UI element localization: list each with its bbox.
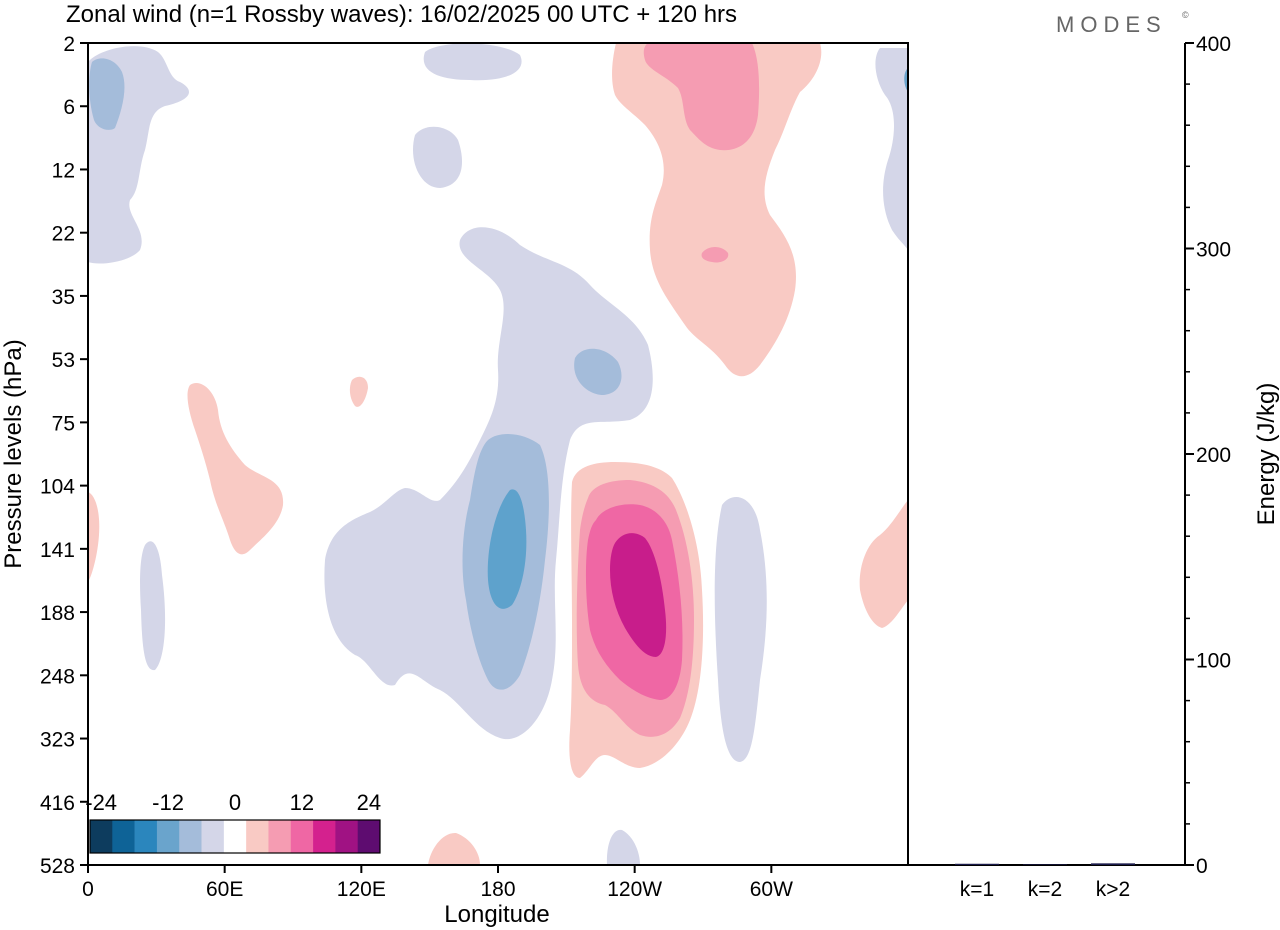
energy-panel: 0 100 200 300 400 k=1 k=2 k>2 Energy (J/kg) [908,33,1280,901]
colorbar-swatch [201,820,225,853]
contour-neg-4-top-small [423,43,522,81]
y-tick-label: 6 [63,96,75,119]
y-tick-label: 2 [63,33,75,56]
energy-bar [955,863,999,865]
energy-bar [1023,864,1067,865]
contour-neg-8-mid [574,348,622,395]
y-tick-label: 188 [40,602,75,625]
colorbar-swatch [246,820,269,853]
contour-neg-12-core [487,489,527,609]
colorbar-tick-label: 0 [229,790,241,815]
x-tick-label: 60E [206,878,243,901]
contour-field [88,43,908,865]
energy-bars [955,863,1135,865]
contour-neg-4-bottom [606,829,640,865]
contour-pos-4-small [349,376,368,407]
y-tick-label: 323 [40,729,75,752]
energy-x-tick-label: k=2 [1028,878,1062,901]
chart-title: Zonal wind (n=1 Rossby waves): 16/02/202… [66,1,737,28]
colorbar-tick-label: -12 [152,790,184,815]
energy-y-tick-label: 200 [1196,444,1231,467]
x-axis-label: Longitude [444,901,549,928]
colorbar: -24 -12 0 12 24 [85,790,381,854]
contour-pos-4-bottom [428,832,480,865]
y-tick-label: 416 [40,792,75,815]
x-tick-label: 180 [480,878,515,901]
contour-pos-16-core [610,533,667,657]
colorbar-swatch [134,820,158,853]
contour-pos-8-small [701,247,729,263]
x-axis-longitude: 0 60E 120E 180 120W 60W [82,865,793,901]
colorbar-swatch [179,820,202,853]
y-tick-label: 75 [52,412,75,435]
energy-x-axis: k=1 k=2 k>2 [960,878,1130,901]
contour-panel: -24 -12 0 12 24 2 6 12 22 35 53 75 104 141 188 248 323 4… [0,33,909,928]
energy-y-axis-label: Energy (J/kg) [1253,383,1280,526]
energy-y-tick-label: 100 [1196,650,1231,673]
colorbar-frame [89,819,381,854]
contour-pos-4-upper-right [612,43,822,377]
colorbar-swatch [335,820,358,853]
energy-bar [1091,863,1135,865]
contour-neg-8-upper-left [89,58,125,130]
x-tick-label: 120W [607,878,662,901]
colorbar-tick-label: 24 [357,790,381,815]
colorbar-swatch [290,820,314,853]
contour-neg-4-left-lower [140,541,166,671]
colorbar-tick-label: 12 [290,790,314,815]
y-axis-pressure: 2 6 12 22 35 53 75 104 141 188 248 323 416 528 [40,33,88,878]
brand-logo: MODES [1056,12,1167,37]
energy-x-tick-label: k>2 [1096,878,1130,901]
contour-neg-4-upper-blob [412,126,463,188]
colorbar-swatch [90,820,113,853]
brand-copyright-mark: © [1182,10,1189,20]
x-tick-label: 0 [82,878,94,901]
y-tick-label: 141 [40,539,75,562]
colorbar-swatch [268,820,292,853]
contour-pos-4-left [187,382,284,555]
colorbar-swatch [357,820,381,853]
colorbar-tick-label: -24 [85,790,117,815]
contour-neg-4-right [714,497,767,762]
energy-y-axis: 0 100 200 300 400 [1185,33,1231,878]
energy-x-tick-label: k=1 [960,878,994,901]
y-tick-label: 248 [40,665,75,688]
y-tick-label: 104 [40,476,75,499]
energy-y-tick-label: 0 [1196,855,1208,878]
colorbar-swatch [223,820,247,853]
contour-pos-4-left-edge [88,492,100,582]
y-tick-label: 53 [52,349,75,372]
y-tick-label: 35 [52,286,75,309]
energy-y-tick-label: 300 [1196,239,1231,262]
contour-neg-4-right-edge [875,48,908,250]
x-tick-label: 60W [750,878,793,901]
y-tick-label: 22 [52,223,75,246]
contour-pos-8-upper [643,43,760,151]
y-axis-label: Pressure levels (hPa) [0,339,27,568]
y-tick-label: 528 [40,855,75,878]
y-tick-label: 12 [52,159,75,182]
colorbar-swatch [112,820,135,853]
colorbar-swatch [156,820,180,853]
contour-pos-4-right-edge [859,500,908,628]
x-tick-label: 120E [337,878,386,901]
colorbar-swatch [313,820,336,853]
energy-y-tick-label: 400 [1196,33,1231,56]
